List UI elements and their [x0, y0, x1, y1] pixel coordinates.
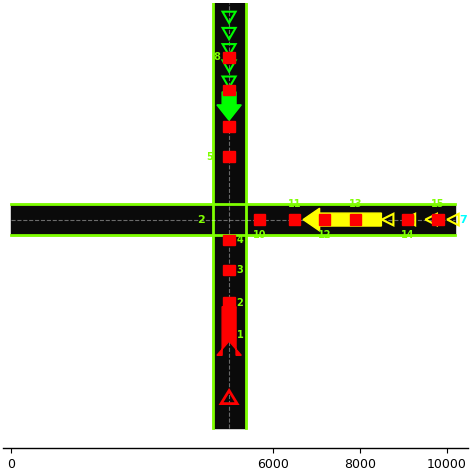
Bar [432, 214, 444, 225]
Text: 10: 10 [253, 230, 266, 240]
Bar [289, 214, 300, 225]
Text: 3: 3 [237, 265, 243, 275]
Text: 12: 12 [318, 230, 332, 240]
Polygon shape [303, 208, 382, 231]
Text: 15: 15 [431, 199, 445, 209]
Bar [319, 214, 330, 225]
Bar [223, 85, 235, 95]
Bar [11, 204, 456, 235]
Bar [223, 121, 235, 132]
Bar [350, 214, 361, 225]
Bar [212, 3, 246, 428]
Polygon shape [217, 92, 241, 120]
Text: 1: 1 [237, 330, 243, 340]
Bar [223, 330, 235, 340]
Bar [223, 297, 235, 308]
Text: 7: 7 [459, 215, 467, 225]
Bar [223, 265, 235, 275]
Bar [254, 214, 265, 225]
Text: 11: 11 [288, 199, 301, 209]
Bar [402, 214, 413, 225]
Bar [223, 52, 235, 63]
Text: 8: 8 [213, 53, 220, 63]
Text: 13: 13 [348, 199, 362, 209]
Polygon shape [217, 307, 241, 356]
Text: 4: 4 [237, 235, 243, 245]
Text: 2: 2 [197, 215, 205, 225]
Bar [223, 152, 235, 162]
Text: 5: 5 [206, 152, 213, 162]
Text: 14: 14 [401, 230, 414, 240]
Bar [223, 235, 235, 245]
Text: 2: 2 [237, 298, 243, 308]
